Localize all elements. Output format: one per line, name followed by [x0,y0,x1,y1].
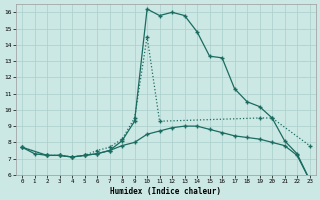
X-axis label: Humidex (Indice chaleur): Humidex (Indice chaleur) [110,187,221,196]
